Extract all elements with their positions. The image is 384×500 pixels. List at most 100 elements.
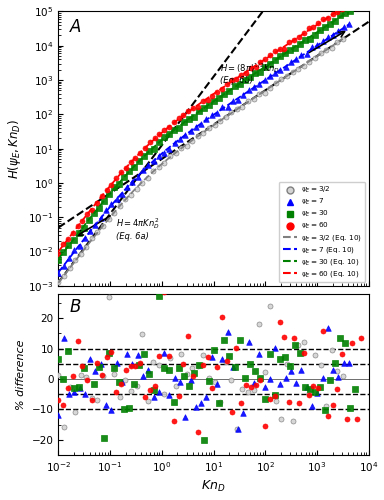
Point [267, 374, 273, 382]
Point [200, 351, 207, 359]
Point [92, 368, 98, 376]
Point [111, 184, 117, 192]
Point [342, 10, 348, 18]
Point [292, 44, 298, 52]
Point [118, 168, 124, 176]
Point [113, 174, 119, 182]
Point [253, 380, 259, 388]
Point [330, 31, 336, 39]
Point [70, 384, 76, 392]
Point [334, 38, 340, 46]
Point [228, 408, 235, 416]
Point [119, 378, 125, 386]
Point [193, 123, 199, 131]
Point [103, 186, 109, 194]
Point [198, 399, 204, 407]
Point [92, 220, 98, 228]
Point [151, 386, 157, 394]
Point [161, 348, 167, 356]
Point [334, 8, 341, 16]
Point [161, 364, 167, 372]
Point [277, 52, 283, 60]
Point [325, 412, 331, 420]
Point [256, 320, 262, 328]
Point [204, 96, 210, 104]
Point [166, 123, 172, 131]
Point [309, 402, 315, 410]
X-axis label: $Kn_D$: $Kn_D$ [201, 480, 226, 494]
Text: $H=(8\pi)^{1/2}Kn_D$
(Eq. 6b): $H=(8\pi)^{1/2}Kn_D$ (Eq. 6b) [220, 61, 280, 85]
Point [267, 84, 273, 92]
Point [224, 328, 230, 336]
Point [141, 152, 147, 160]
Y-axis label: $H(\psi_E, Kn_D)$: $H(\psi_E, Kn_D)$ [5, 118, 23, 178]
Point [175, 392, 182, 400]
Point [89, 206, 95, 214]
Point [161, 390, 167, 398]
Point [346, 360, 352, 368]
Point [342, 339, 348, 347]
Point [60, 240, 66, 248]
Point [195, 428, 201, 436]
Point [344, 414, 350, 422]
Point [122, 196, 128, 203]
Point [84, 376, 90, 384]
Point [211, 346, 217, 354]
Point [103, 206, 109, 214]
Point [172, 382, 179, 390]
Point [256, 80, 262, 88]
Point [209, 111, 215, 119]
Point [79, 362, 86, 370]
Point [209, 384, 215, 392]
Point [61, 262, 67, 270]
Point [129, 360, 136, 368]
Point [256, 350, 262, 358]
Point [190, 104, 196, 112]
Point [301, 62, 307, 70]
Point [89, 396, 95, 404]
Point [87, 354, 93, 362]
Point [156, 352, 162, 360]
Point [267, 302, 273, 310]
Point [262, 395, 268, 403]
Point [282, 48, 288, 56]
Point [312, 31, 318, 39]
Point [224, 358, 230, 366]
Point [214, 363, 220, 371]
Point [190, 372, 196, 380]
Legend: $\psi_E = 3/2$, $\psi_E = 7$, $\psi_E = 30$, $\psi_E = 60$, $\psi_E = 3/2$ (Eq. : $\psi_E = 3/2$, $\psi_E = 7$, $\psi_E = … [279, 182, 365, 282]
Point [327, 20, 333, 28]
Y-axis label: % difference: % difference [16, 339, 26, 409]
Point [60, 248, 66, 256]
Point [65, 346, 71, 354]
Point [123, 366, 129, 374]
Point [126, 167, 132, 175]
Point [66, 390, 72, 398]
Point [251, 84, 257, 92]
Point [76, 242, 83, 250]
Point [180, 112, 187, 120]
Point [234, 106, 240, 114]
Point [278, 416, 285, 424]
Point [277, 380, 283, 388]
Point [195, 103, 201, 111]
Point [152, 382, 158, 390]
Point [111, 370, 117, 378]
Point [347, 404, 353, 412]
Point [116, 378, 122, 386]
Point [106, 190, 112, 198]
Point [186, 115, 192, 123]
Point [117, 202, 123, 210]
Point [223, 114, 229, 122]
Point [94, 358, 100, 366]
Point [312, 388, 318, 396]
Point [111, 209, 117, 217]
Point [349, 339, 355, 347]
Point [81, 364, 87, 372]
Point [297, 349, 303, 357]
Point [70, 230, 76, 237]
Point [66, 254, 72, 262]
Point [339, 4, 345, 12]
Point [108, 182, 114, 190]
Point [272, 69, 278, 77]
